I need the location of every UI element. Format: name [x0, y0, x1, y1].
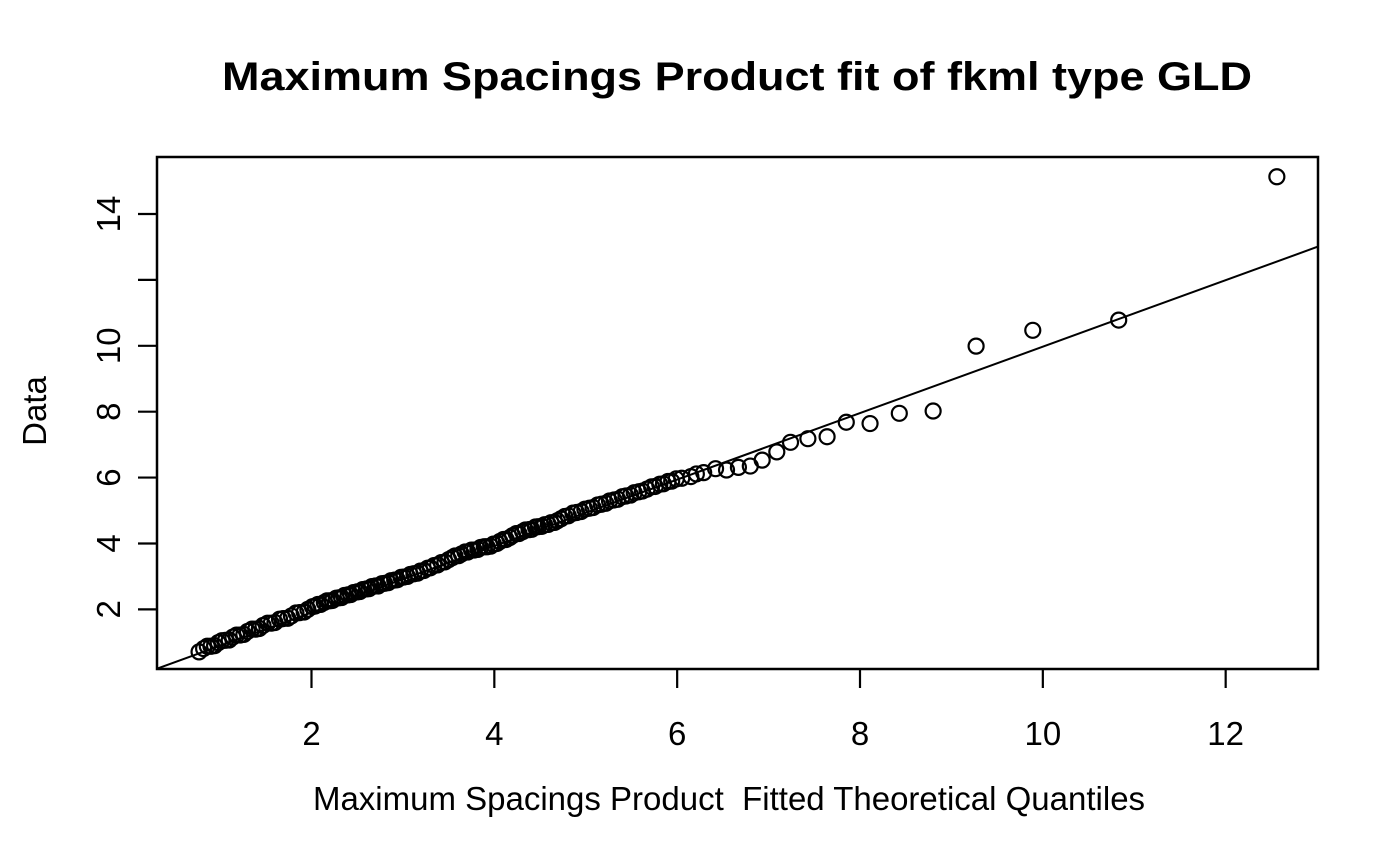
x-tick-label: 4: [485, 715, 503, 752]
data-point: [781, 433, 800, 451]
data-point: [1268, 168, 1286, 186]
x-tick-label: 2: [302, 715, 320, 752]
plot-area: 2 4 6 8 10 12 2 4 6 8 10 14: [90, 155, 1320, 752]
y-tick-label: 8: [90, 403, 127, 421]
data-point: [729, 458, 748, 476]
x-tick-label: 12: [1207, 715, 1244, 752]
y-axis-label: Data: [16, 376, 53, 446]
y-tick-label: 4: [90, 534, 127, 552]
data-point: [621, 486, 640, 504]
y-tick-label: 6: [90, 468, 127, 486]
y-tick-label: 2: [90, 600, 127, 618]
data-point: [597, 494, 615, 512]
data-point: [717, 461, 736, 479]
data-point: [818, 428, 836, 446]
chart-title: Maximum Spacings Product fit of fkml typ…: [222, 55, 1252, 99]
x-axis-label: Maximum Spacings Product Fitted Theoreti…: [313, 780, 1145, 817]
data-point: [753, 451, 771, 469]
data-point: [1024, 321, 1042, 339]
data-point: [687, 465, 705, 483]
plot-box: [155, 155, 1320, 671]
data-point: [195, 639, 213, 658]
data-point: [695, 464, 713, 482]
data-point: [924, 402, 942, 420]
data-point: [837, 413, 855, 431]
data-point: [768, 443, 786, 461]
x-tick-label: 6: [668, 715, 686, 752]
data-point: [429, 556, 447, 574]
data-point: [861, 414, 879, 433]
x-tick-label: 8: [851, 715, 869, 752]
data-point: [1110, 311, 1128, 329]
data-point: [799, 430, 817, 448]
data-point: [572, 502, 590, 521]
x-tick-label: 10: [1024, 715, 1061, 752]
data-point: [967, 337, 985, 355]
data-point: [890, 404, 908, 422]
y-tick-label: 10: [90, 327, 127, 364]
data-point: [421, 559, 439, 577]
y-tick-label: 14: [90, 196, 127, 233]
data-point: [706, 460, 725, 478]
